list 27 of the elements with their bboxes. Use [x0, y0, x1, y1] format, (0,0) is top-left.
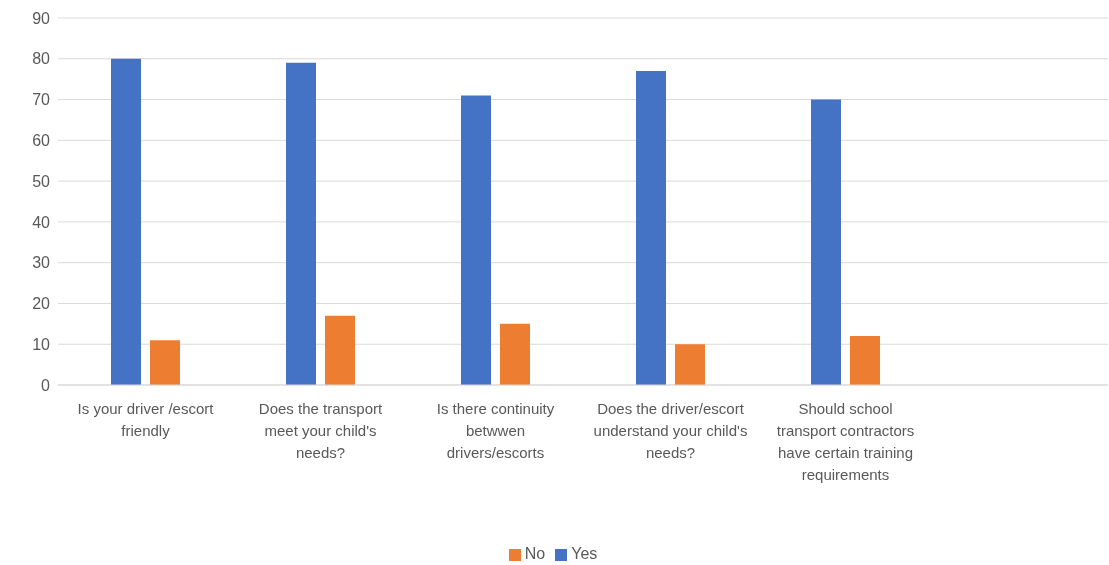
- legend-label: No: [524, 545, 546, 562]
- x-tick-label: Should school transport contractors have certain training requirements: [776, 399, 915, 483]
- y-tick-label: 70: [32, 91, 51, 109]
- bar: [811, 99, 841, 385]
- y-tick-label: 60: [32, 132, 51, 150]
- bar: [461, 95, 491, 385]
- y-tick-label: 10: [32, 335, 51, 353]
- y-tick-label: 90: [32, 9, 51, 27]
- bar: [286, 62, 316, 385]
- x-tick-label: Does the driver/escort understand your child's needs?: [593, 399, 748, 461]
- y-tick-label: 20: [32, 295, 51, 313]
- bar: [111, 58, 141, 385]
- bar: [636, 71, 666, 385]
- bar: [150, 340, 180, 385]
- y-tick-label: 50: [32, 172, 51, 190]
- legend-label: Yes: [571, 545, 598, 562]
- y-tick-label: 40: [32, 213, 51, 231]
- x-tick-label: Is your driver /escort friendly: [77, 399, 215, 439]
- bar: [850, 336, 880, 385]
- x-tick-label: Does the transport meet your child's needs?: [258, 399, 384, 461]
- x-tick-label: Is there continuity betwwen drivers/escorts: [436, 399, 555, 461]
- y-tick-label: 0: [41, 376, 51, 394]
- bar: [675, 344, 705, 385]
- y-tick-label: 80: [32, 50, 51, 68]
- bar: [500, 323, 530, 385]
- y-tick-label: 30: [32, 254, 51, 272]
- bar: [325, 315, 355, 385]
